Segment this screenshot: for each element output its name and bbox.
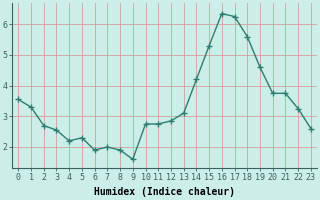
X-axis label: Humidex (Indice chaleur): Humidex (Indice chaleur) — [94, 187, 235, 197]
